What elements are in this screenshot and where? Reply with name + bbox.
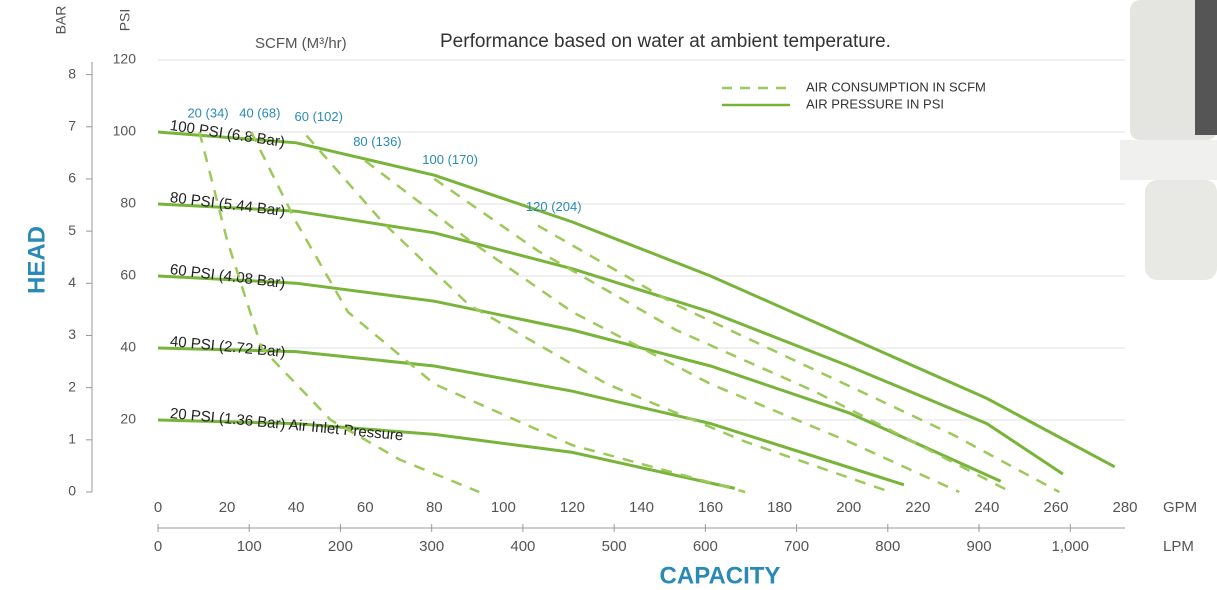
x2-tick-label: 100 <box>237 538 262 555</box>
y2-tick-label: 8 <box>68 65 76 81</box>
x-tick-label: 240 <box>974 499 999 516</box>
scfm-label: 20 (34) <box>187 105 228 120</box>
x-tick-label: 260 <box>1043 499 1068 516</box>
air-consumption-line <box>537 224 1060 494</box>
y2-tick-label: 7 <box>68 117 76 133</box>
x-tick-label: 40 <box>288 499 305 516</box>
y2-tick-label: 5 <box>68 222 76 238</box>
legend-label: AIR CONSUMPTION IN SCFM <box>806 79 986 94</box>
x-tick-label: 200 <box>836 499 861 516</box>
y-tick-label: 100 <box>113 123 137 139</box>
x-tick-label: 280 <box>1112 499 1137 516</box>
air-consumption-line <box>364 159 960 494</box>
x-tick-label: 80 <box>426 499 443 516</box>
psi-curve-label: 60 PSI (4.08 Bar) <box>169 261 286 292</box>
x2-tick-label: 600 <box>693 538 718 555</box>
scfm-label: 60 (102) <box>295 109 343 124</box>
x-tick-label: 20 <box>219 499 236 516</box>
y-tick-label: 120 <box>113 51 137 67</box>
x-tick-label: 140 <box>629 499 654 516</box>
x2-tick-label: 800 <box>875 538 900 555</box>
air-pressure-line <box>157 418 736 490</box>
psi-curve-label: 20 PSI (1.36 Bar) Air Inlet Pressure <box>169 405 404 444</box>
psi-curve-label: 100 PSI (6.8 Bar) <box>169 117 286 151</box>
air-consumption-line <box>250 131 746 494</box>
y2-unit: BAR <box>53 6 69 35</box>
y2-tick-label: 6 <box>68 170 76 186</box>
scfm-label: 100 (170) <box>422 152 478 167</box>
chart-title: Performance based on water at ambient te… <box>440 31 891 52</box>
x-axis-title: CAPACITY <box>660 562 781 589</box>
x2-tick-label: 200 <box>328 538 353 555</box>
pump-photo <box>1120 0 1217 280</box>
y2-tick-label: 2 <box>68 378 76 394</box>
scfm-label: 120 (204) <box>526 199 582 214</box>
subtitle: SCFM (M³/hr) <box>255 35 347 52</box>
x-tick-label: 120 <box>560 499 585 516</box>
x-tick-label: 60 <box>357 499 374 516</box>
y2-tick-label: 4 <box>68 274 76 290</box>
x2-tick-label: 400 <box>510 538 535 555</box>
scfm-label: 40 (68) <box>239 105 280 120</box>
y-tick-label: 80 <box>120 195 136 211</box>
air-pressure-line <box>157 202 1064 476</box>
y-tick-label: 20 <box>120 411 136 427</box>
y-tick-label: 60 <box>120 267 136 283</box>
x-tick-label: 100 <box>491 499 516 516</box>
scfm-label: 80 (136) <box>353 134 401 149</box>
psi-curve-label: 40 PSI (2.72 Bar) <box>169 333 286 361</box>
x-tick-label: 220 <box>905 499 930 516</box>
x-tick-label: 180 <box>767 499 792 516</box>
x2-tick-label: 700 <box>784 538 809 555</box>
air-pressure-line <box>157 130 1116 469</box>
psi-curve-label: 80 PSI (5.44 Bar) <box>169 189 286 220</box>
y-unit: PSI <box>117 9 133 32</box>
legend-label: AIR PRESSURE IN PSI <box>806 96 944 111</box>
x2-tick-label: 900 <box>967 538 992 555</box>
air-consumption-line <box>433 177 1012 494</box>
y-tick-label: 40 <box>120 339 136 355</box>
x2-tick-label: 1,000 <box>1051 538 1089 555</box>
air-pressure-line <box>157 274 1002 483</box>
x-tick-label: 160 <box>698 499 723 516</box>
y2-tick-label: 0 <box>68 483 76 499</box>
x2-tick-label: 500 <box>602 538 627 555</box>
y2-tick-label: 3 <box>68 326 76 342</box>
y2-tick-label: 1 <box>68 431 76 447</box>
x-unit: GPM <box>1163 499 1197 516</box>
x2-tick-label: 300 <box>419 538 444 555</box>
x-tick-label: 0 <box>154 499 162 516</box>
air-pressure-line <box>157 346 905 487</box>
air-consumption-line <box>305 134 891 494</box>
x2-tick-label: 0 <box>154 538 162 555</box>
y-axis-title: HEAD <box>23 226 50 294</box>
x2-unit: LPM <box>1163 538 1194 555</box>
